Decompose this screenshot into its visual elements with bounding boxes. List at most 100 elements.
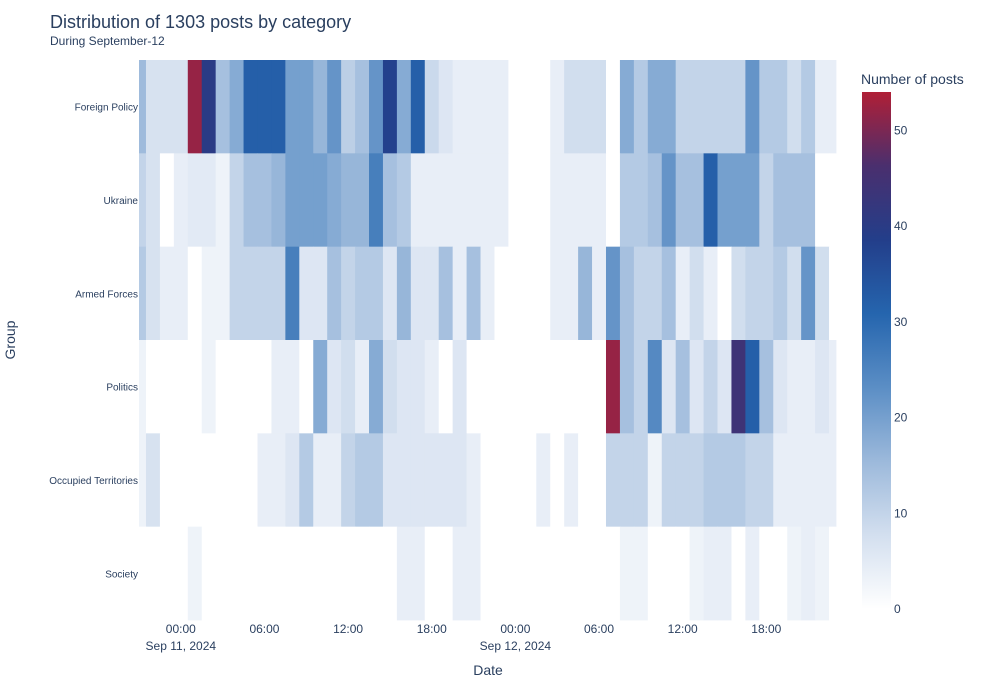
heatmap-cell <box>313 433 328 528</box>
heatmap-cell <box>355 153 370 248</box>
heatmap-cell <box>299 340 314 434</box>
heatmap-cell <box>592 153 607 248</box>
heatmap-cell <box>801 526 816 621</box>
heatmap-cell <box>355 60 370 154</box>
heatmap-cell <box>396 153 412 248</box>
heatmap-cell <box>145 153 161 248</box>
heatmap-cell <box>564 433 579 528</box>
heatmap-cell <box>327 340 342 434</box>
heatmap-cell <box>661 246 677 341</box>
heatmap-cell <box>257 153 272 248</box>
heatmap-cell <box>759 153 774 248</box>
heatmap-cell <box>717 153 732 248</box>
heatmap-cell <box>341 433 356 528</box>
heatmap-cell <box>522 433 537 528</box>
heatmap-cell <box>187 60 203 154</box>
heatmap-cell <box>619 246 635 341</box>
heatmap-cell <box>424 153 440 248</box>
heatmap-cell <box>522 60 537 154</box>
heatmap-cell <box>619 526 635 621</box>
y-tick-label: Armed Forces <box>75 289 138 300</box>
colorbar-tick-label: 20 <box>894 411 908 425</box>
x-tick-label: 00:00 <box>500 622 530 636</box>
x-axis-title: Date <box>473 662 503 678</box>
heatmap-cell <box>327 153 342 248</box>
heatmap-cell <box>536 340 551 434</box>
heatmap-cell <box>229 433 244 528</box>
heatmap-cell <box>187 340 203 434</box>
heatmap-cell <box>215 526 231 621</box>
heatmap-cell <box>619 153 635 248</box>
heatmap-cell <box>187 433 203 528</box>
heatmap-cell <box>801 340 816 434</box>
heatmap-cell <box>815 433 830 528</box>
heatmap-cell <box>327 246 342 341</box>
heatmap-cell <box>494 433 509 528</box>
x-axis-ticks: 00:00 Sep 11, 2024 06:00 12:00 18:00 00:00 Sep… <box>146 622 782 653</box>
heatmap-cell <box>619 433 635 528</box>
heatmap-cell <box>355 246 370 341</box>
heatmap-cell <box>173 246 189 341</box>
heatmap-cell <box>466 340 481 434</box>
heatmap-cell <box>633 433 649 528</box>
heatmap-cell <box>508 153 523 248</box>
heatmap-cell <box>201 433 217 528</box>
heatmap-cell <box>550 340 565 434</box>
heatmap-cell <box>215 246 231 341</box>
heatmap-cell <box>159 60 175 154</box>
heatmap-cell <box>605 526 621 621</box>
heatmap-cell <box>550 246 565 341</box>
heatmap-cell <box>466 60 481 154</box>
heatmap-cell <box>341 526 356 621</box>
heatmap-cell <box>605 246 621 341</box>
heatmap-cell <box>675 340 691 434</box>
heatmap-cell <box>480 340 495 434</box>
heatmap-cell <box>355 340 370 434</box>
heatmap-cell <box>564 60 579 154</box>
heatmap-cell <box>369 246 384 341</box>
heatmap-cell <box>689 340 704 434</box>
heatmap-cell <box>410 60 426 154</box>
heatmap-cell <box>139 433 147 528</box>
heatmap-cell <box>201 340 217 434</box>
heatmap-cell <box>689 153 704 248</box>
heatmap-cell <box>187 526 203 621</box>
heatmap-cell <box>327 526 342 621</box>
heatmap-cell <box>508 433 523 528</box>
heatmap-cell <box>647 60 663 154</box>
heatmap-cell <box>243 526 258 621</box>
heatmap-cell <box>564 340 579 434</box>
heatmap-cell <box>159 433 175 528</box>
heatmap-cell <box>480 433 495 528</box>
heatmap-cell <box>550 526 565 621</box>
heatmap-cell <box>731 153 746 248</box>
heatmap-cell <box>452 246 467 341</box>
heatmap-cell <box>299 246 314 341</box>
y-axis-title: Group <box>2 320 18 359</box>
heatmap-cell <box>480 246 495 341</box>
heatmap-cell <box>494 60 509 154</box>
heatmap-cell <box>382 340 398 434</box>
heatmap-cell <box>369 526 384 621</box>
heatmap-cell <box>759 526 774 621</box>
x-tick-label: 12:00 <box>333 622 363 636</box>
heatmap-cell <box>689 526 704 621</box>
heatmap-cell <box>759 340 774 434</box>
heatmap-cell <box>243 246 258 341</box>
heatmap-cell <box>145 246 161 341</box>
heatmap-cell <box>285 340 300 434</box>
heatmap-cell <box>647 246 663 341</box>
heatmap-cell <box>243 433 258 528</box>
heatmap-cell <box>675 246 691 341</box>
heatmap-cell <box>285 433 300 528</box>
heatmap-cell <box>341 340 356 434</box>
colorbar-tick-label: 10 <box>894 506 908 520</box>
heatmap-cell <box>759 60 774 154</box>
heatmap-cell <box>396 433 412 528</box>
heatmap-cell <box>327 60 342 154</box>
heatmap-cell <box>578 340 593 434</box>
heatmap-cell <box>703 433 718 528</box>
heatmap-cell <box>243 153 258 248</box>
heatmap-cell <box>578 526 593 621</box>
heatmap-cell <box>424 60 440 154</box>
